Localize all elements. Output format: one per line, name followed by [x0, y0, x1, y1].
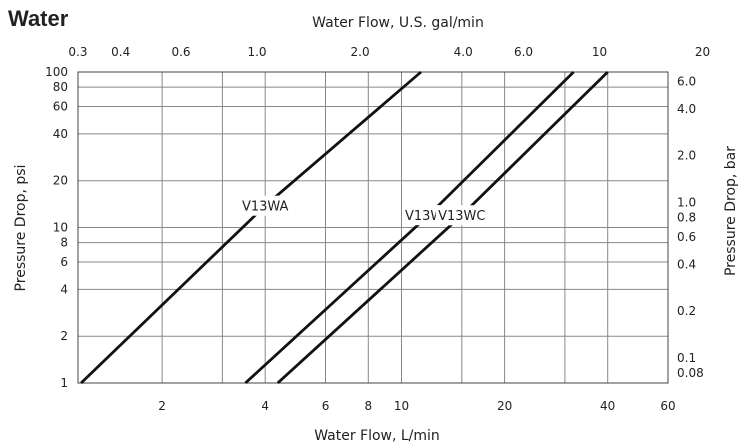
y-right-tick-label: 0.8: [677, 210, 696, 224]
y-right-tick-label: 1.0: [677, 195, 696, 209]
y-tick-label: 60: [53, 99, 68, 113]
x-tick-label: 10: [394, 399, 409, 413]
x-axis-title: Water Flow, L/min: [314, 428, 440, 444]
y-right-tick-label: 2.0: [677, 149, 696, 163]
series-label-bg-v13wa: [239, 195, 292, 216]
x-tick-label: 2: [158, 399, 166, 413]
y-axis-right-title: Pressure Drop, bar: [723, 146, 739, 276]
y-right-tick-label: 0.1: [677, 351, 696, 365]
x-top-tick-label: 6.0: [514, 45, 533, 59]
x-top-tick-label: 4.0: [454, 45, 473, 59]
x-top-tick-label: 2.0: [351, 45, 370, 59]
y-right-tick-label: 6.0: [677, 74, 696, 88]
y-tick-label: 8: [60, 236, 68, 250]
y-tick-label: 2: [60, 329, 68, 343]
x-tick-label: 40: [600, 399, 615, 413]
x-tick-label: 20: [497, 399, 512, 413]
chart-title: Water: [8, 6, 69, 31]
y-right-tick-label: 4.0: [677, 102, 696, 116]
x-tick-label: 60: [660, 399, 675, 413]
x-top-tick-label: 0.3: [68, 45, 87, 59]
series-label-v13wc: V13WC: [438, 209, 485, 224]
y-tick-label: 10: [53, 221, 68, 235]
x-top-tick-label: 20: [695, 45, 710, 59]
x-axis-top-title: Water Flow, U.S. gal/min: [312, 15, 484, 31]
y-tick-label: 100: [45, 65, 68, 79]
x-top-tick-label: 0.6: [171, 45, 190, 59]
x-tick-label: 6: [322, 399, 330, 413]
plot-frame: [77, 71, 669, 384]
y-axis-title: Pressure Drop, psi: [13, 165, 29, 292]
y-tick-label: 20: [53, 174, 68, 188]
y-tick-label: 40: [53, 127, 68, 141]
y-tick-label: 1: [60, 376, 68, 390]
y-right-tick-label: 0.08: [677, 366, 704, 380]
y-right-tick-label: 0.6: [677, 230, 696, 244]
series-label-v13wa: V13WA: [242, 200, 289, 215]
series-label-bg-v13wc: [435, 205, 488, 226]
grid: [78, 72, 668, 383]
y-right-tick-label: 0.2: [677, 304, 696, 318]
x-top-tick-label: 0.4: [111, 45, 130, 59]
x-tick-label: 8: [364, 399, 372, 413]
y-right-tick-label: 0.4: [677, 257, 696, 271]
x-top-tick-label: 10: [592, 45, 607, 59]
y-tick-label: 6: [60, 255, 68, 269]
tick-labels: 2 4 6 8 10 20 40 600.3 0.4 0.6 1.0 2.0 4.0 6.0 10 20124…: [45, 45, 710, 413]
y-tick-label: 4: [60, 282, 68, 296]
x-tick-label: 4: [261, 399, 269, 413]
y-tick-label: 80: [53, 80, 68, 94]
x-top-tick-label: 1.0: [247, 45, 266, 59]
